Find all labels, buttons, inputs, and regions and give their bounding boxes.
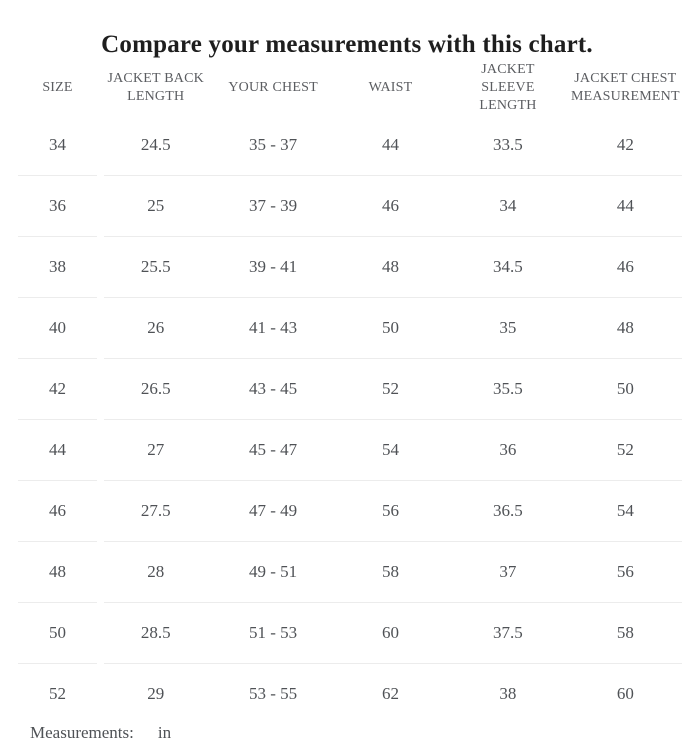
table-row: 50 28.5 51 - 53 60 37.5 58 — [0, 602, 694, 663]
size-cell: 44 — [49, 439, 66, 459]
value-cell: 62 — [382, 683, 400, 703]
value-cell: 56 — [616, 561, 634, 581]
value-cell: 38 — [499, 683, 517, 703]
value-cell: 49 - 51 — [249, 561, 298, 581]
value-cell: 33.5 — [493, 134, 523, 154]
size-cell: 42 — [49, 378, 66, 398]
value-cell: 26.5 — [140, 378, 171, 398]
value-cell: 36 — [499, 439, 517, 459]
table-row: 52 29 53 - 55 62 38 60 — [0, 663, 694, 724]
table-body: 34 24.5 35 - 37 44 33.5 42 36 25 37 - 39 46 34 44 38… — [0, 114, 694, 724]
value-cell: 58 — [616, 622, 634, 642]
value-cell: 35 - 37 — [249, 134, 298, 154]
table-row: 36 25 37 - 39 46 34 44 — [0, 175, 694, 236]
measurements-unit: in — [157, 723, 172, 742]
value-cell: 29 — [147, 683, 165, 703]
value-cell: 43 - 45 — [249, 378, 298, 398]
value-cell: 25 — [147, 195, 165, 215]
table-row: 46 27.5 47 - 49 56 36.5 54 — [0, 480, 694, 541]
table-row: 40 26 41 - 43 50 35 48 — [0, 297, 694, 358]
value-cell: 35 — [499, 317, 517, 337]
size-cell: 40 — [49, 317, 66, 337]
value-cell: 48 — [616, 317, 634, 337]
value-cell: 54 — [382, 439, 400, 459]
value-cell: 27 — [147, 439, 165, 459]
value-cell: 51 - 53 — [249, 622, 298, 642]
value-cell: 46 — [382, 195, 400, 215]
value-cell: 26 — [147, 317, 165, 337]
value-cell: 50 — [382, 317, 400, 337]
column-header: JACKET BACK LENGTH — [107, 70, 204, 104]
size-cell: 48 — [49, 561, 66, 581]
page-title: Compare your measurements with this char… — [101, 31, 593, 58]
size-cell: 38 — [49, 256, 66, 276]
value-cell: 39 - 41 — [249, 256, 298, 276]
measurements-table: SIZE JACKET BACK LENGTH YOUR CHEST WAIST JAC… — [0, 62, 694, 724]
column-header: JACKET CHEST MEASUREMENT — [570, 70, 680, 104]
column-header: WAIST — [368, 79, 413, 95]
table-header-row: SIZE JACKET BACK LENGTH YOUR CHEST WAIST JAC… — [0, 62, 694, 114]
value-cell: 60 — [382, 622, 400, 642]
value-cell: 41 - 43 — [249, 317, 298, 337]
table-row: 44 27 45 - 47 54 36 52 — [0, 419, 694, 480]
value-cell: 37 - 39 — [249, 195, 298, 215]
column-header: JACKET SLEEVE LENGTH — [479, 61, 537, 114]
value-cell: 24.5 — [140, 134, 171, 154]
value-cell: 27.5 — [140, 500, 171, 520]
table-row: 38 25.5 39 - 41 48 34.5 46 — [0, 236, 694, 297]
value-cell: 44 — [382, 134, 400, 154]
value-cell: 37 — [499, 561, 517, 581]
column-header: SIZE — [42, 79, 73, 95]
value-cell: 34 — [499, 195, 517, 215]
value-cell: 25.5 — [140, 256, 171, 276]
value-cell: 36.5 — [493, 500, 523, 520]
value-cell: 54 — [616, 500, 634, 520]
value-cell: 52 — [382, 378, 400, 398]
table-row: 34 24.5 35 - 37 44 33.5 42 — [0, 114, 694, 175]
value-cell: 34.5 — [493, 256, 523, 276]
value-cell: 28 — [147, 561, 165, 581]
value-cell: 52 — [616, 439, 634, 459]
value-cell: 37.5 — [493, 622, 523, 642]
value-cell: 53 - 55 — [249, 683, 298, 703]
size-cell: 36 — [49, 195, 66, 215]
value-cell: 58 — [382, 561, 400, 581]
value-cell: 42 — [616, 134, 634, 154]
value-cell: 44 — [616, 195, 634, 215]
size-cell: 34 — [49, 134, 66, 154]
value-cell: 45 - 47 — [249, 439, 298, 459]
size-cell: 52 — [49, 683, 66, 703]
measurements-label: Measurements: — [30, 723, 134, 742]
measurements-footer: Measurements: in — [0, 724, 694, 742]
table-row: 42 26.5 43 - 45 52 35.5 50 — [0, 358, 694, 419]
value-cell: 47 - 49 — [249, 500, 298, 520]
value-cell: 46 — [616, 256, 634, 276]
size-cell: 46 — [49, 500, 66, 520]
value-cell: 28.5 — [140, 622, 171, 642]
value-cell: 50 — [616, 378, 634, 398]
value-cell: 48 — [382, 256, 400, 276]
value-cell: 56 — [382, 500, 400, 520]
column-header: YOUR CHEST — [228, 79, 318, 95]
table-row: 48 28 49 - 51 58 37 56 — [0, 541, 694, 602]
value-cell: 35.5 — [493, 378, 523, 398]
size-cell: 50 — [49, 622, 66, 642]
value-cell: 60 — [616, 683, 634, 703]
